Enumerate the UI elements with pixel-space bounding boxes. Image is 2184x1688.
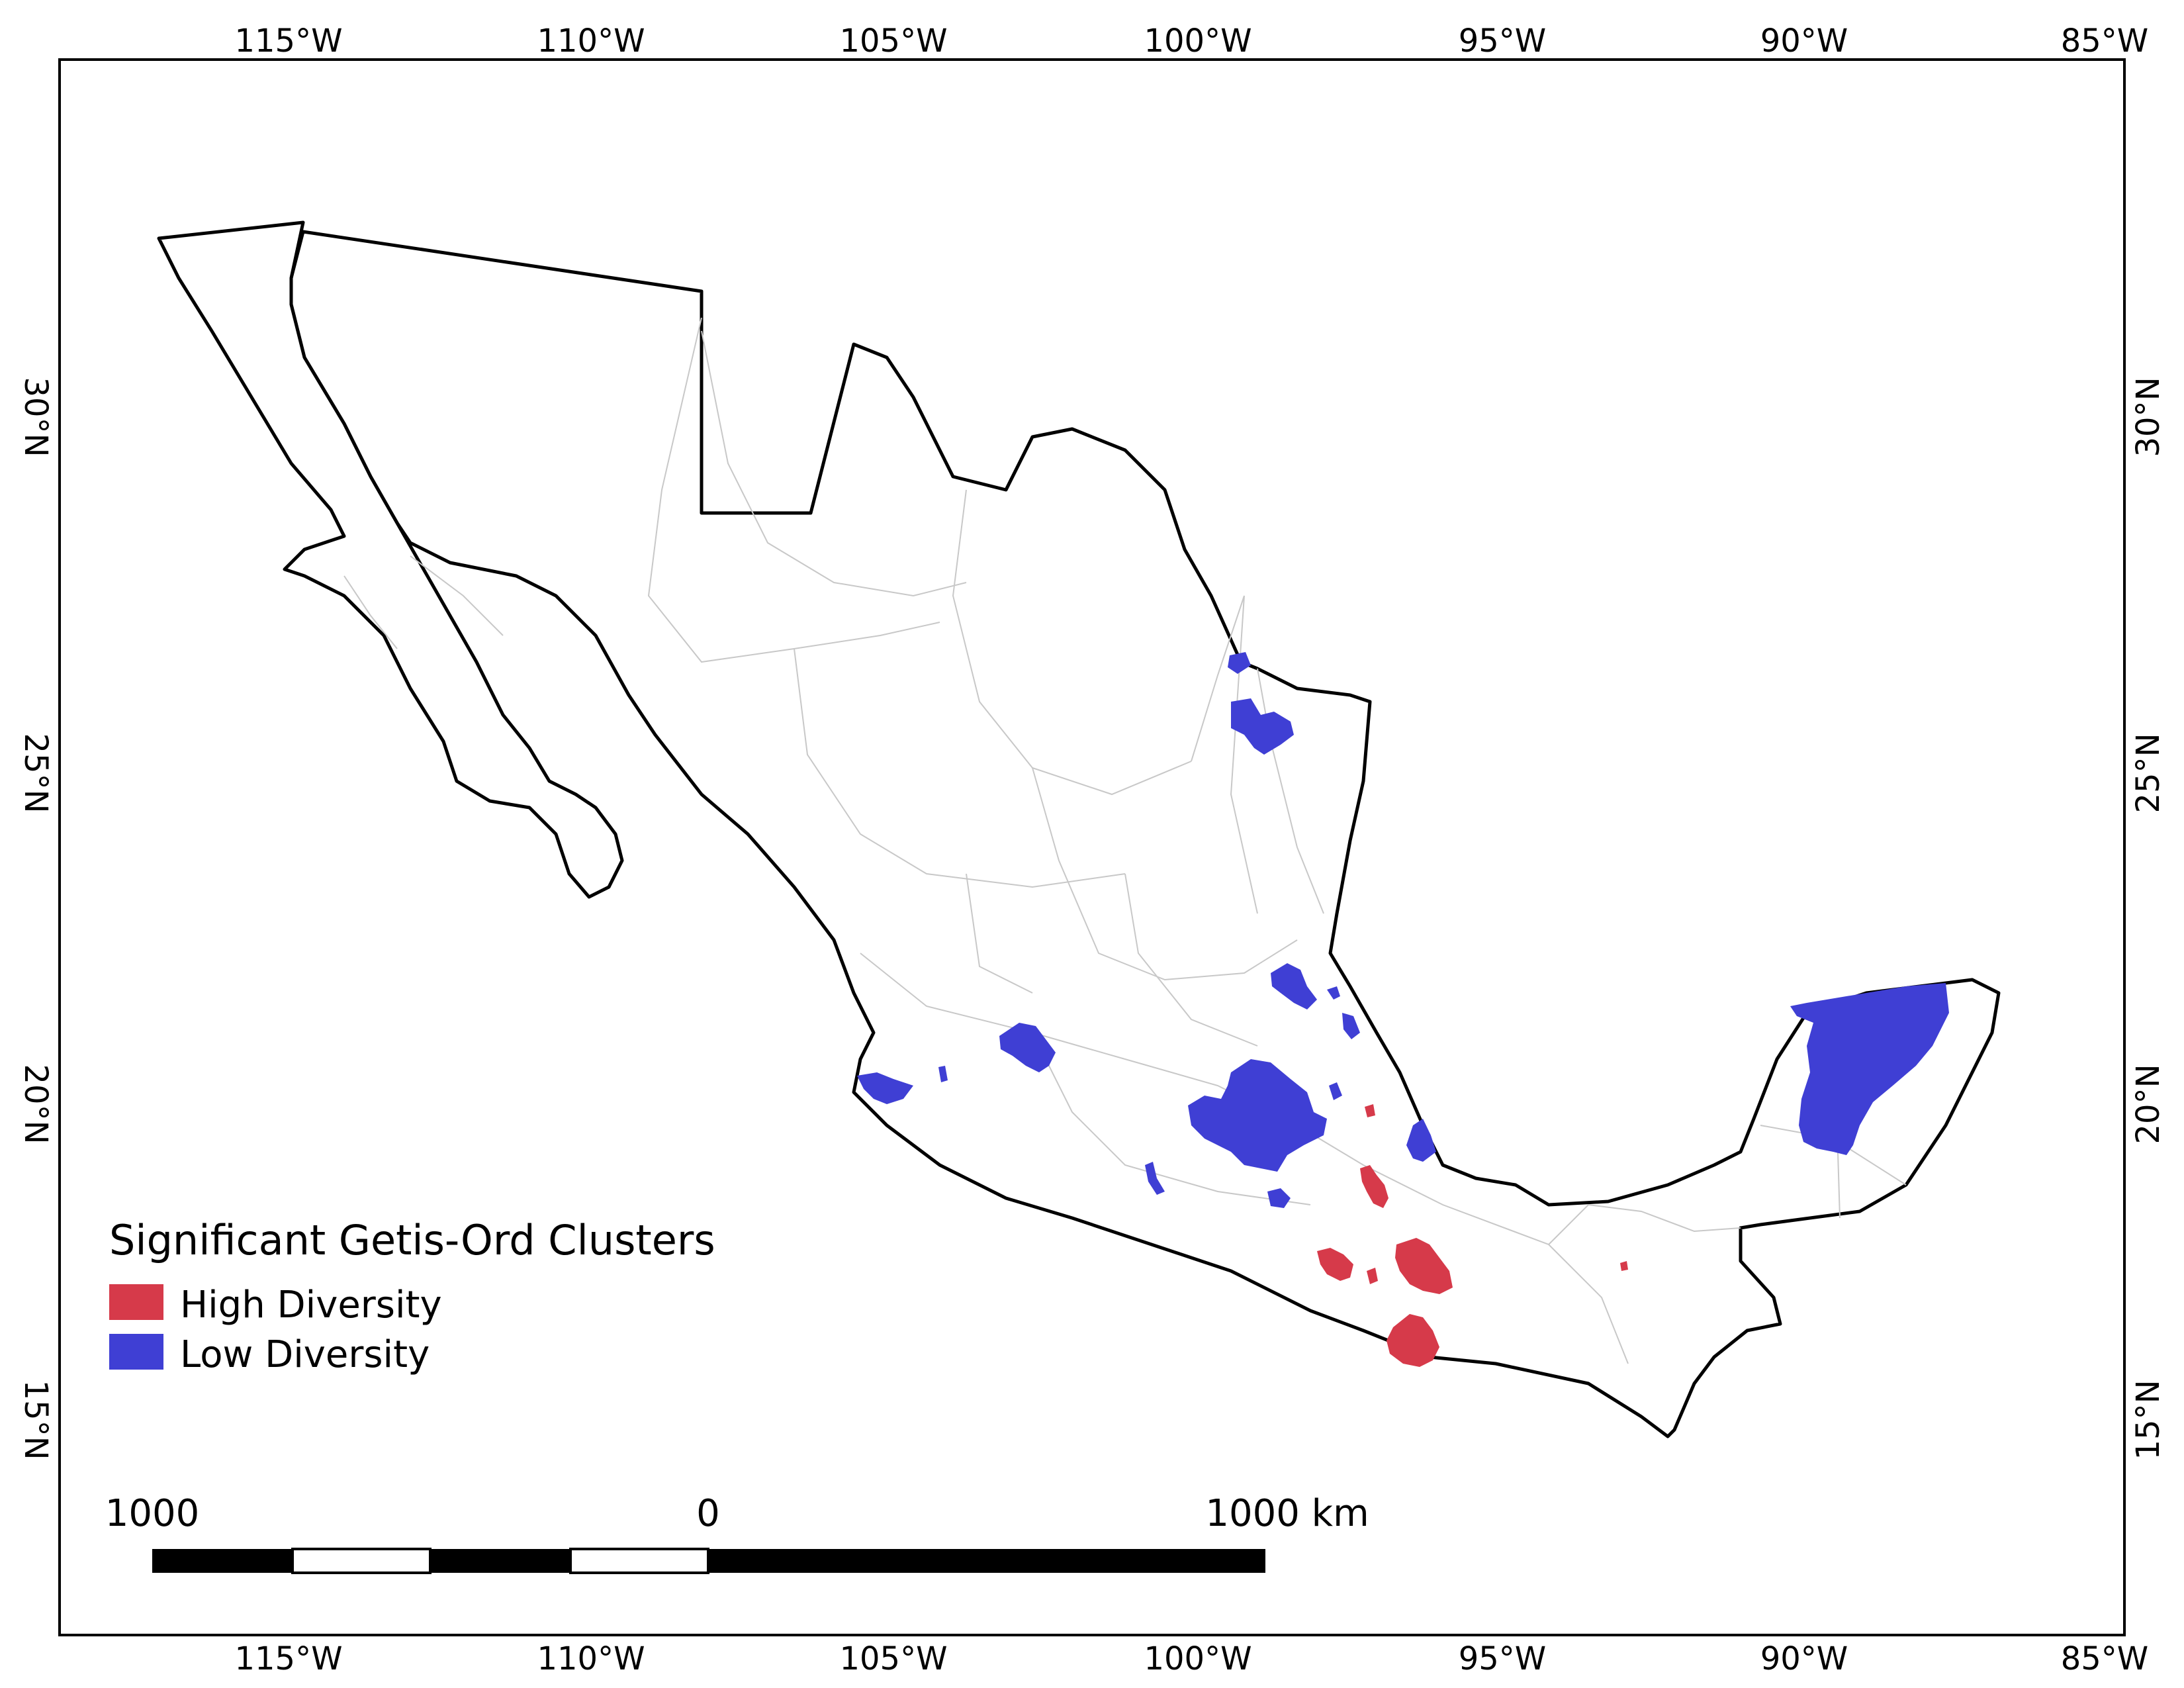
- cluster-high-oaxaca-west: [1317, 1248, 1353, 1281]
- lon-label-top-85w: 85°W: [2061, 23, 2149, 60]
- lon-label-top-90w: 90°W: [1760, 23, 1848, 60]
- cluster-high-tabasco: [1620, 1261, 1628, 1271]
- lat-label-left-20n: 20°N: [17, 1064, 54, 1145]
- lat-label-right-25n: 25°N: [2130, 733, 2167, 814]
- lon-label-top-95w: 95°W: [1459, 23, 1547, 60]
- lon-label-top-100w: 100°W: [1144, 23, 1251, 60]
- lon-label-top-110w: 110°W: [537, 23, 645, 60]
- lat-label-left-15n: 15°N: [17, 1380, 54, 1460]
- lon-label-top-115w: 115°W: [234, 23, 342, 60]
- legend-label-low: Low Diversity: [180, 1333, 430, 1376]
- map-frame: [58, 58, 2126, 1636]
- cluster-low-morelos: [1267, 1188, 1291, 1208]
- lat-label-left-30n: 30°N: [17, 377, 54, 457]
- scale-segment-1: [152, 1549, 293, 1573]
- cluster-low-tamaulipas: [1231, 698, 1294, 755]
- legend-swatch-low: [109, 1334, 163, 1370]
- legend-label-high: High Diversity: [180, 1284, 442, 1327]
- scale-label-right: 1000 km: [1205, 1492, 1369, 1535]
- legend: Significant Getis-Ord Clusters High Dive…: [109, 1216, 715, 1376]
- top-longitude-labels: 115°W 110°W 105°W 100°W 95°W 90°W 85°W: [234, 23, 2148, 60]
- lat-label-right-30n: 30°N: [2130, 377, 2167, 457]
- cluster-low-jalisco-small: [938, 1066, 948, 1082]
- lon-label-bottom-110w: 110°W: [537, 1640, 645, 1677]
- scale-segment-4: [569, 1548, 709, 1574]
- cluster-high-oaxaca-central: [1395, 1238, 1453, 1294]
- cluster-high-puebla: [1360, 1165, 1388, 1208]
- cluster-low-central: [1188, 1059, 1327, 1172]
- lon-label-bottom-95w: 95°W: [1459, 1640, 1547, 1677]
- mexico-mainland: [289, 230, 2001, 1438]
- internal-borders: [343, 317, 1907, 1364]
- cluster-low-puebla: [1406, 1119, 1436, 1162]
- cluster-high-oaxaca-south: [1387, 1314, 1439, 1367]
- cluster-low-veracruz-north: [1327, 986, 1340, 1000]
- bottom-longitude-labels: 115°W 110°W 105°W 100°W 95°W 90°W 85°W: [234, 1640, 2148, 1677]
- cluster-low-guerrero: [1145, 1162, 1165, 1195]
- baja-california: [157, 220, 624, 899]
- high-diversity-clusters: [1317, 1104, 1628, 1367]
- legend-swatch-high: [109, 1284, 163, 1320]
- scale-segment-2: [291, 1548, 432, 1574]
- cluster-low-veracruz-coast: [1342, 1013, 1360, 1039]
- lon-label-bottom-100w: 100°W: [1144, 1640, 1251, 1677]
- cluster-low-yucatan: [1790, 983, 1949, 1155]
- lat-label-left-25n: 25°N: [17, 733, 54, 814]
- lat-label-right-15n: 15°N: [2130, 1380, 2167, 1460]
- lon-label-bottom-115w: 115°W: [234, 1640, 342, 1677]
- scale-segment-5: [708, 1549, 1265, 1573]
- left-latitude-labels: 30°N 25°N 20°N 15°N: [17, 377, 54, 1460]
- scale-segment-3: [430, 1549, 570, 1573]
- cluster-high-oaxaca-mid: [1367, 1268, 1378, 1284]
- lat-label-right-20n: 20°N: [2130, 1064, 2167, 1145]
- lon-label-bottom-90w: 90°W: [1760, 1640, 1848, 1677]
- lon-label-bottom-85w: 85°W: [2061, 1640, 2149, 1677]
- scale-label-mid: 0: [696, 1492, 720, 1535]
- cluster-low-hidalgo: [1329, 1082, 1342, 1100]
- cluster-low-huasteca: [1271, 963, 1317, 1009]
- low-diversity-clusters: [857, 652, 1949, 1208]
- scale-bar: 1000 0 1000 km: [105, 1492, 1369, 1574]
- right-latitude-labels: 30°N 25°N 20°N 15°N: [2130, 377, 2167, 1460]
- legend-title: Significant Getis-Ord Clusters: [109, 1216, 715, 1264]
- lon-label-top-105w: 105°W: [839, 23, 947, 60]
- cluster-low-tamaulipas-north: [1228, 652, 1251, 674]
- cluster-high-puebla-small: [1365, 1104, 1375, 1117]
- scale-label-left: 1000: [105, 1492, 200, 1535]
- cluster-low-jalisco: [999, 1023, 1056, 1072]
- cluster-low-nayarit-coast: [857, 1072, 913, 1104]
- lon-label-bottom-105w: 105°W: [839, 1640, 947, 1677]
